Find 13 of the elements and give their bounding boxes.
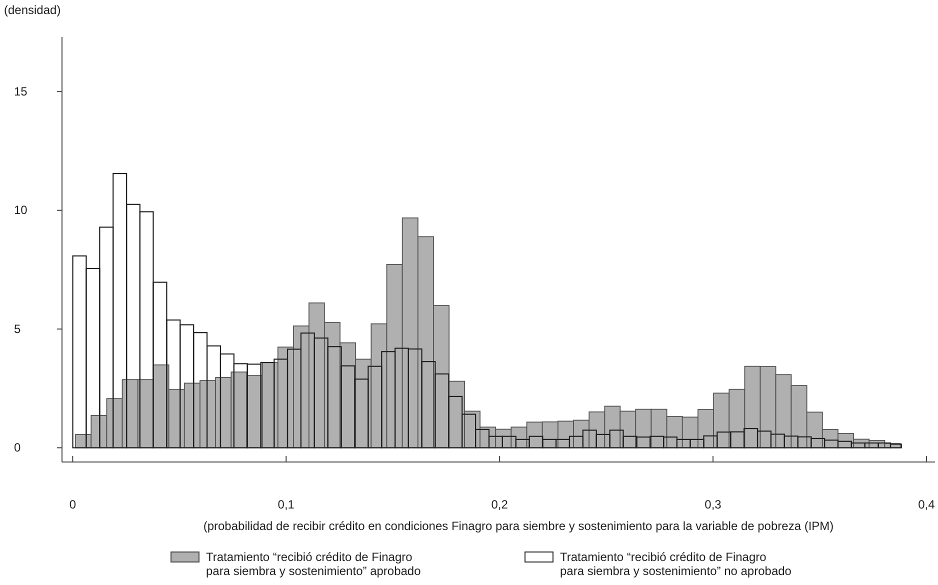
y-tick-label: 10 (14, 203, 28, 218)
x-tick-label: 0,2 (491, 498, 508, 512)
x-axis-title: (probabilidad de recibir crédito en condiciones Finagro para siembre y sostenimiento para la variable de pobreza (IPM) (203, 519, 834, 533)
y-axis-title: (densidad) (4, 3, 61, 17)
legend-label: Tratamiento “recibió crédito de Finagro para siembra y sostenimiento” aprobado (206, 550, 422, 578)
y-tick-label: 0 (14, 440, 21, 455)
x-tick-label: 0 (69, 498, 76, 512)
legend-label: Tratamiento “recibió crédito de Finagro para siembra y sostenimiento” no aprobado (560, 550, 792, 578)
x-tick-label: 0,3 (704, 498, 722, 512)
y-tick-label: 15 (14, 84, 28, 98)
x-tick-label: 0,4 (918, 498, 936, 512)
x-tick-label: 0,1 (278, 498, 295, 512)
y-tick-label: 5 (14, 322, 21, 336)
